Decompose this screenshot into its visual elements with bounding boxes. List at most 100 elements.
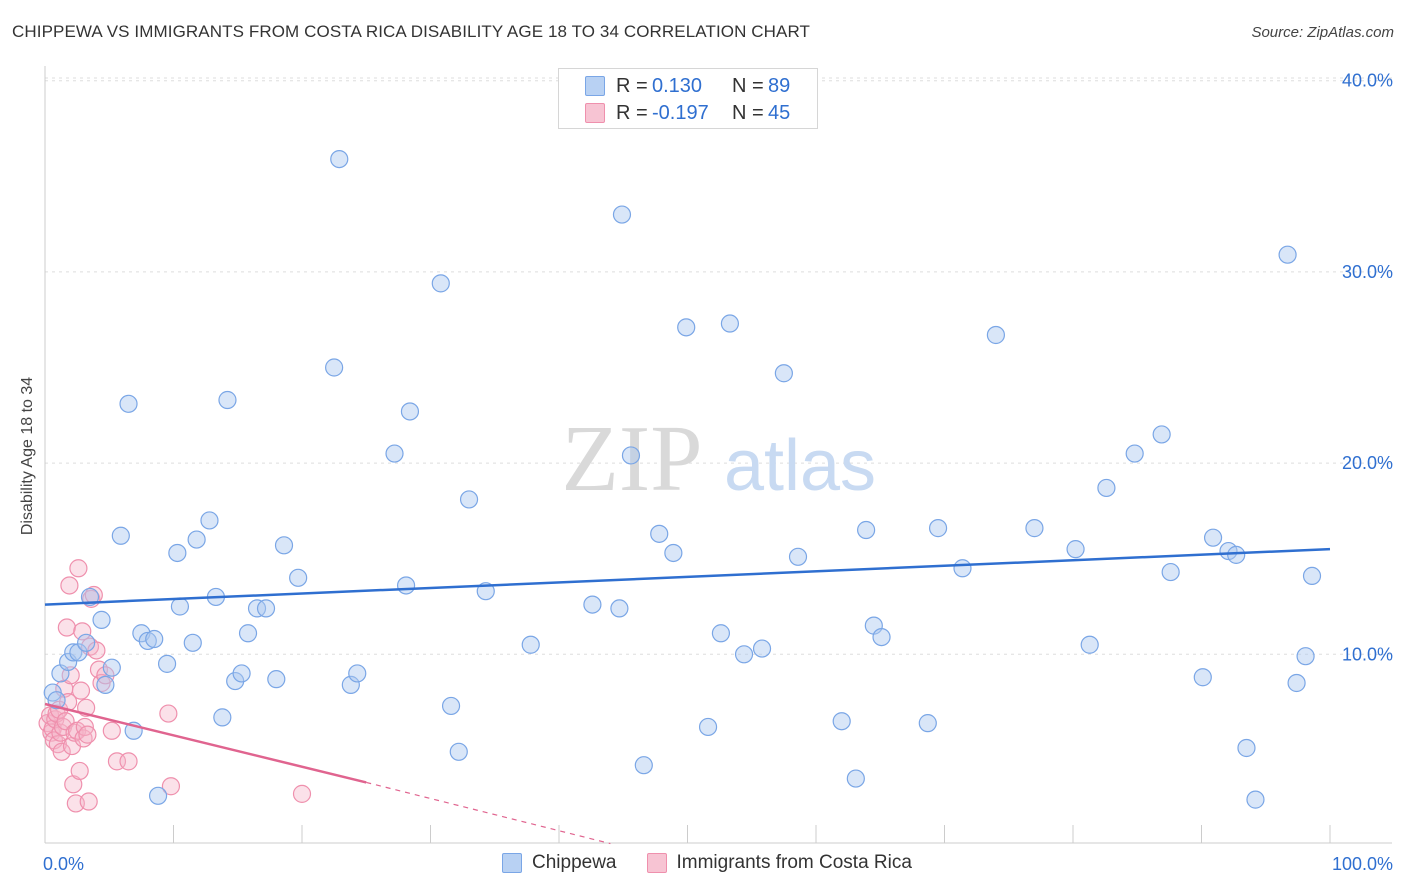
chippewa-point [846, 769, 865, 788]
legend-costa-rica-swatch [646, 853, 667, 873]
r-label: R = [616, 74, 648, 97]
chippewa-point [711, 624, 731, 643]
chippewa-point [459, 490, 479, 509]
chippewa-point [256, 599, 276, 618]
costa-rica-trend-extension [366, 781, 611, 845]
costa-rica-point [73, 622, 92, 641]
chippewa-point [720, 314, 740, 333]
chippewa-point [986, 325, 1006, 345]
chippewa-point [238, 624, 258, 643]
chippewa-point [1302, 566, 1322, 586]
chippewa-point [47, 691, 66, 710]
chippewa-point [385, 444, 404, 463]
costa-rica-point [79, 792, 98, 811]
chippewa-point [928, 519, 948, 538]
costa-rica-point [119, 752, 138, 771]
legend-chippewa-label: Chippewa [532, 852, 617, 873]
axes [44, 66, 1392, 844]
trend-lines [44, 547, 1331, 845]
chippewa-point [752, 639, 772, 658]
chippewa-point [157, 654, 177, 673]
chippewa-point [1161, 562, 1180, 582]
n-label: N = [732, 74, 764, 97]
chippewa-point [521, 635, 540, 654]
chippewa-point [145, 629, 164, 649]
chippewa-point [431, 274, 450, 293]
chippewa-point [77, 633, 96, 652]
y-tick-label: 40.0% [1342, 71, 1393, 91]
chippewa-point [218, 390, 237, 410]
chippewa-point [69, 643, 88, 662]
costa-rica-point [69, 559, 88, 578]
chippewa-point [1025, 519, 1044, 538]
chippewa-point [341, 675, 360, 694]
chippewa-point [396, 576, 416, 595]
chippewa-point [64, 643, 83, 662]
y-tick-label: 20.0% [1342, 453, 1393, 473]
chippewa-point [200, 511, 219, 530]
chippewa-point [918, 714, 937, 733]
chippewa-point [788, 547, 808, 566]
chippewa-point [664, 543, 683, 563]
n-value: 45 [768, 101, 791, 124]
chippewa-point [612, 205, 632, 224]
costa-rica-point [102, 721, 121, 740]
y-tick-label: 30.0% [1342, 262, 1393, 282]
x-tick-label-min: 0.0% [43, 854, 84, 874]
chippewa-point [1287, 673, 1306, 693]
chart-title: CHIPPEWA VS IMMIGRANTS FROM COSTA RICA D… [12, 22, 811, 41]
chippewa-point [119, 394, 138, 413]
chippewa-point [267, 670, 286, 689]
costa-rica-point [57, 618, 76, 637]
tick-labels: 10.0% 20.0% 30.0% 40.0% 0.0% 100.0% [43, 71, 1393, 874]
chippewa-point [1097, 478, 1116, 498]
costa-rica-point [161, 777, 181, 796]
chippewa-point [80, 587, 100, 607]
costa-rica-point [87, 641, 106, 660]
chippewa-point [92, 610, 111, 629]
series-legend: Chippewa Immigrants from Costa Rica [502, 852, 912, 874]
chippewa-point [168, 543, 187, 563]
stats-row-costa-rica: R = -0.197 N = 45 [585, 102, 790, 124]
costa-rica-point [159, 704, 178, 723]
gridlines [45, 77, 1392, 655]
chippewa-point [330, 149, 349, 169]
costa-rica-trend-line [44, 702, 367, 784]
n-value: 89 [768, 74, 791, 97]
chippewa-point [1246, 790, 1265, 809]
chippewa-point [170, 597, 190, 616]
r-value: 0.130 [652, 74, 703, 97]
chippewa-swatch [585, 76, 605, 96]
stats-legend: R = 0.130 N = 89 R = -0.197 N = 45 [558, 68, 818, 129]
series-costa-rica-points [38, 559, 312, 813]
series-chippewa-points [43, 149, 1322, 809]
chippewa-point [213, 708, 232, 727]
chippewa-point [325, 358, 344, 377]
chippewa-point [610, 599, 629, 618]
watermark: ZIP atlas [562, 407, 877, 511]
chippewa-point [734, 645, 754, 664]
x-tick-label-max: 100.0% [1332, 854, 1393, 874]
chippewa-point [1125, 444, 1144, 463]
chippewa-point [148, 786, 168, 805]
chippewa-point [400, 402, 420, 421]
chippewa-point [872, 627, 891, 647]
chippewa-point [650, 524, 669, 543]
chippewa-trend-line [44, 547, 1331, 606]
chippewa-point [289, 568, 308, 587]
costa-rica-swatch [585, 103, 605, 123]
chippewa-point [348, 664, 367, 683]
r-value: -0.197 [652, 101, 709, 124]
costa-rica-point [292, 784, 312, 803]
chippewa-point [621, 446, 641, 465]
r-label: R = [616, 101, 648, 124]
chippewa-point [1237, 738, 1256, 758]
stats-row-chippewa: R = 0.130 N = 89 [585, 75, 790, 97]
y-tick-label: 10.0% [1342, 644, 1393, 664]
costa-rica-point [52, 742, 71, 761]
chippewa-point [187, 530, 206, 549]
chippewa-point [1278, 245, 1297, 264]
chippewa-point [1066, 540, 1085, 559]
chippewa-point [1080, 635, 1099, 654]
costa-rica-point [70, 761, 89, 781]
